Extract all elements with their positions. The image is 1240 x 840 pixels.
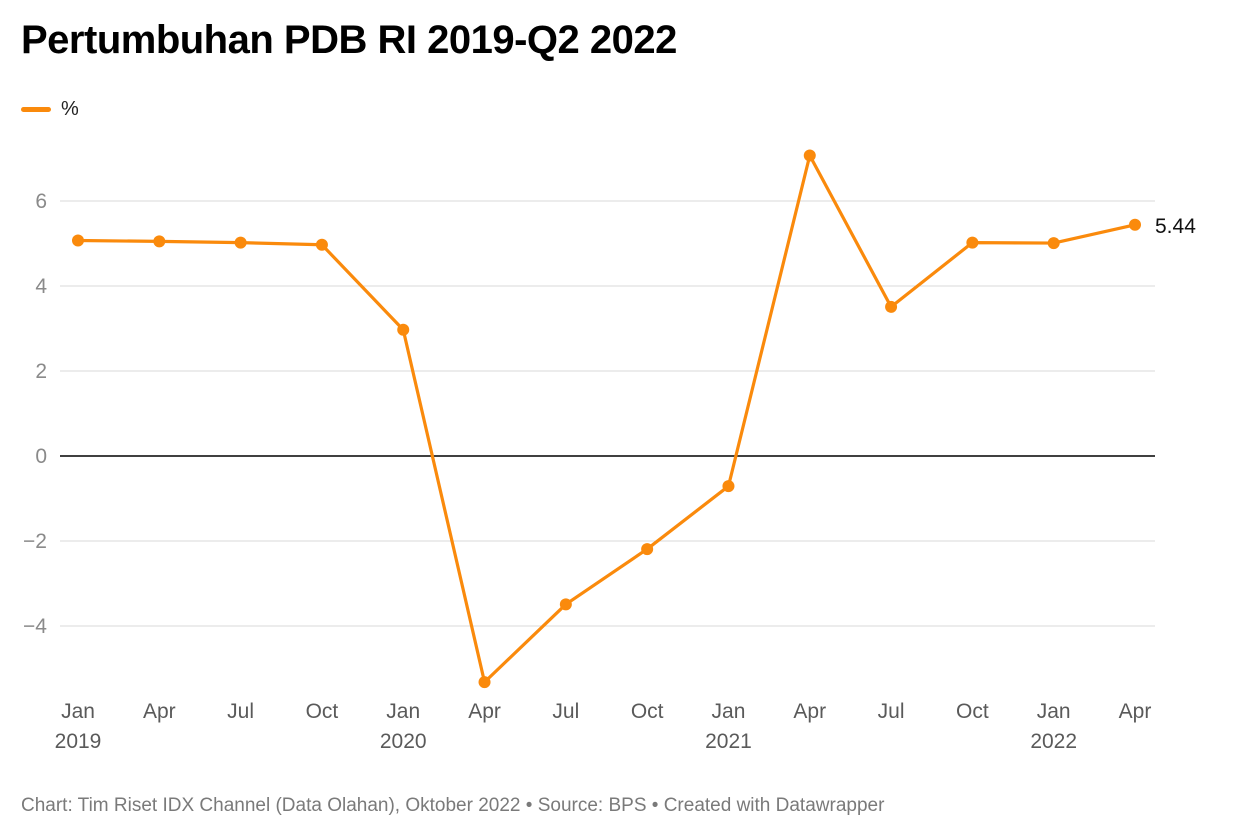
x-axis-tick-labels: Jan 2019 Apr Jul Oct Jan 2020 Apr Jul Oct Jan 2021 A… xyxy=(55,700,1152,753)
x-tick-label: Apr xyxy=(793,700,826,723)
series-line-layer xyxy=(76,153,1137,684)
data-point xyxy=(478,676,491,689)
legend-label: % xyxy=(61,98,79,120)
x-tick-label: Oct xyxy=(631,700,664,723)
legend-swatch xyxy=(21,107,51,112)
x-tick-label: Jan xyxy=(712,700,746,723)
y-tick-label: 0 xyxy=(35,445,47,468)
x-tick-label: Jul xyxy=(552,700,579,723)
x-tick-year-label: 2020 xyxy=(380,730,427,753)
data-point xyxy=(315,238,328,251)
chart-title: Pertumbuhan PDB RI 2019-Q2 2022 xyxy=(21,18,677,62)
y-tick-label: 6 xyxy=(35,190,47,213)
data-point xyxy=(885,300,898,313)
x-tick-label: Jan xyxy=(386,700,420,723)
x-tick-label: Oct xyxy=(306,700,339,723)
last-value-label: 5.44 xyxy=(1155,215,1196,238)
data-point xyxy=(559,598,572,611)
data-point xyxy=(397,323,410,336)
data-point xyxy=(803,149,816,162)
data-label-layer: 5.44 xyxy=(1155,215,1196,238)
data-points-layer xyxy=(72,149,1141,689)
legend: % xyxy=(21,98,79,121)
x-tick-year-label: 2022 xyxy=(1030,730,1077,753)
y-tick-label: 2 xyxy=(35,360,47,383)
x-tick-label: Apr xyxy=(143,700,176,723)
x-tick-label: Apr xyxy=(468,700,501,723)
data-point xyxy=(1129,218,1141,231)
data-point xyxy=(72,234,84,247)
data-point xyxy=(641,543,654,556)
grid-layer xyxy=(60,200,1155,627)
data-point xyxy=(1047,237,1060,250)
y-axis-tick-labels: 6 4 2 0 −2 −4 xyxy=(23,190,47,638)
series-line xyxy=(76,153,1137,684)
chart-footer: Chart: Tim Riset IDX Channel (Data Olaha… xyxy=(21,795,885,816)
x-tick-label: Jul xyxy=(878,700,905,723)
x-tick-label: Jan xyxy=(1037,700,1071,723)
x-tick-label: Jul xyxy=(227,700,254,723)
y-tick-label: −2 xyxy=(23,530,47,553)
data-point xyxy=(153,235,166,248)
x-tick-year-label: 2021 xyxy=(705,730,752,753)
data-point xyxy=(234,236,247,249)
data-point xyxy=(966,236,979,249)
x-tick-label: Apr xyxy=(1119,700,1152,723)
x-tick-label: Oct xyxy=(956,700,989,723)
y-tick-label: 4 xyxy=(35,275,47,298)
x-tick-label: Jan xyxy=(61,700,95,723)
x-tick-year-label: 2019 xyxy=(55,730,102,753)
data-point xyxy=(722,480,735,493)
y-tick-label: −4 xyxy=(23,615,47,638)
